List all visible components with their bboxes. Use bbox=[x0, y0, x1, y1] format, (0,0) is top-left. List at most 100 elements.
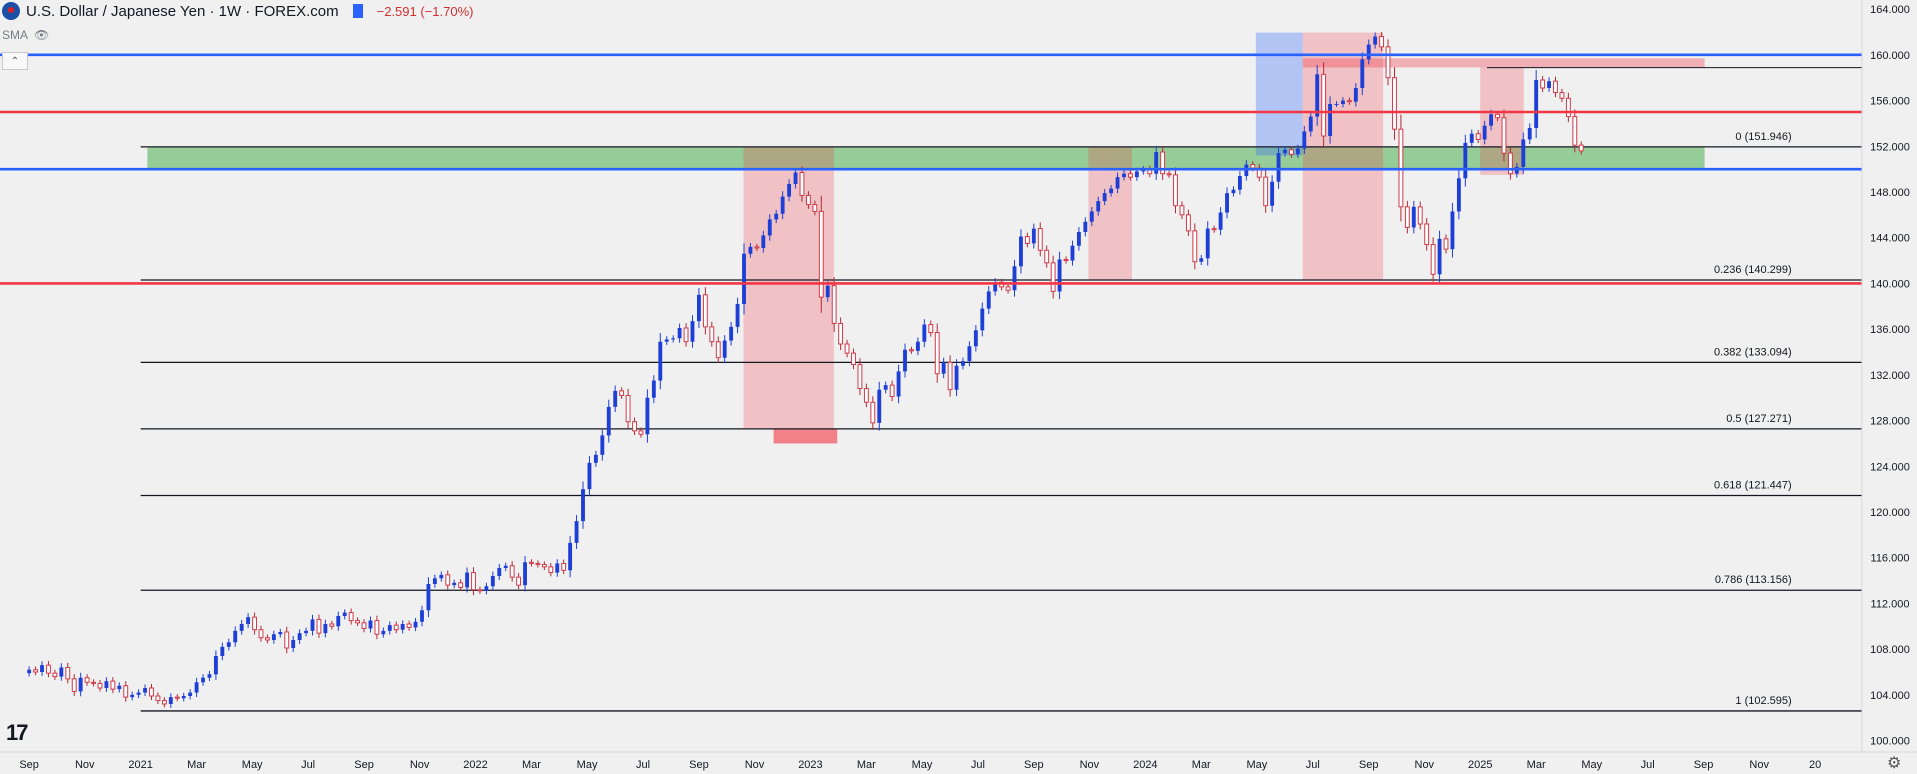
time-tick-label: Sep bbox=[1359, 759, 1379, 771]
candle-down bbox=[252, 616, 257, 631]
candle-down bbox=[934, 332, 940, 375]
collapse-legend-button[interactable]: ⌃ bbox=[2, 52, 28, 70]
pullback-zone[interactable] bbox=[1302, 32, 1384, 281]
candle-down bbox=[889, 384, 895, 398]
price-tick-label: 144.000 bbox=[1870, 233, 1910, 245]
candle-down bbox=[818, 210, 824, 298]
candle-down bbox=[1501, 117, 1507, 154]
candle-down bbox=[928, 324, 934, 334]
candle-down bbox=[1192, 230, 1198, 263]
candle-down bbox=[799, 172, 805, 196]
candle-down bbox=[638, 430, 644, 435]
support-resistance-zone[interactable] bbox=[147, 146, 1705, 170]
rally-zone[interactable] bbox=[1255, 32, 1303, 156]
candle-down bbox=[1559, 92, 1565, 99]
price-tick-label: 160.000 bbox=[1870, 50, 1910, 62]
candle-down bbox=[754, 246, 760, 249]
low-marker[interactable] bbox=[773, 428, 838, 444]
candle-up bbox=[188, 692, 193, 696]
candle-down bbox=[1417, 206, 1423, 225]
candle-up bbox=[291, 640, 296, 648]
candle-down bbox=[406, 623, 412, 628]
candle-down bbox=[1572, 116, 1578, 146]
time-axis[interactable]: Sep Nov 2021 Mar May Jul Sep Nov 2022 Mar May Jul Se… bbox=[0, 751, 1917, 771]
price-tick-label: 120.000 bbox=[1870, 507, 1910, 519]
candle-down bbox=[561, 562, 567, 571]
candle-down bbox=[1379, 36, 1385, 48]
candle-down bbox=[445, 574, 451, 586]
candle-down bbox=[1063, 258, 1069, 262]
candle-up bbox=[761, 235, 766, 248]
candle-up bbox=[600, 435, 605, 455]
symbol-title[interactable]: U.S. Dollar / Japanese Yen · 1W · FOREX.… bbox=[26, 2, 339, 20]
candle-up bbox=[323, 624, 328, 634]
price-change: −2.591 (−1.70%) bbox=[376, 3, 474, 19]
time-tick-label: May bbox=[1246, 759, 1267, 771]
candle-up bbox=[1019, 236, 1023, 267]
candle-down bbox=[702, 294, 708, 328]
candle-down bbox=[548, 566, 554, 574]
candle-up bbox=[413, 621, 418, 628]
candle-down bbox=[110, 680, 116, 690]
candle-up bbox=[278, 632, 283, 635]
fib-level-label: 0.5 (127.271) bbox=[1726, 413, 1791, 425]
candle-down bbox=[1173, 174, 1178, 207]
candle-up bbox=[432, 578, 437, 584]
eye-hidden-icon[interactable]: 👁 bbox=[34, 28, 50, 42]
candle-up bbox=[1315, 74, 1320, 117]
candle-down bbox=[1495, 113, 1500, 119]
time-tick-label: 20 bbox=[1809, 759, 1821, 771]
candle-up bbox=[497, 568, 502, 576]
candle-down bbox=[84, 677, 90, 683]
candle-up bbox=[1070, 245, 1075, 261]
candle-up bbox=[1218, 212, 1223, 230]
candle-down bbox=[174, 696, 180, 699]
time-tick-label: Mar bbox=[187, 759, 206, 771]
candle-up bbox=[465, 572, 470, 588]
bookmark-flag-icon[interactable] bbox=[352, 4, 363, 18]
candle-up bbox=[342, 612, 347, 616]
candle-down bbox=[947, 361, 953, 391]
candle-down bbox=[709, 326, 715, 343]
candle-up bbox=[1547, 81, 1551, 88]
sma-label: SMA bbox=[2, 28, 29, 42]
candle-down bbox=[619, 390, 625, 396]
time-tick-label: Jul bbox=[971, 759, 985, 771]
settings-gear-icon[interactable]: ⚙ bbox=[1887, 755, 1902, 772]
zones bbox=[147, 32, 1705, 444]
time-tick-label: Nov bbox=[1415, 759, 1435, 771]
time-tick-label: Sep bbox=[19, 759, 39, 771]
candle-down bbox=[316, 618, 322, 634]
tradingview-logo-icon[interactable]: 17 bbox=[6, 720, 29, 745]
price-axis[interactable]: 100.000 104.000 108.000 112.000 116.000 120.0… bbox=[1861, 0, 1917, 774]
candle-down bbox=[509, 565, 515, 578]
candle-down bbox=[529, 561, 534, 564]
resistance-band[interactable] bbox=[1302, 58, 1705, 68]
candle-up bbox=[194, 682, 199, 693]
candle-down bbox=[149, 687, 154, 697]
candle-down bbox=[1424, 223, 1430, 246]
candle-down bbox=[471, 572, 476, 591]
candle-up bbox=[671, 338, 676, 340]
candle-up bbox=[1328, 104, 1333, 136]
candle-up bbox=[1283, 149, 1287, 154]
candle-up bbox=[658, 341, 663, 381]
candle-up bbox=[1302, 131, 1307, 149]
candle-down bbox=[1430, 244, 1436, 275]
candle-down bbox=[516, 576, 522, 586]
candle-down bbox=[1044, 249, 1050, 264]
price-tick-label: 104.000 bbox=[1870, 690, 1910, 702]
indicator-legend[interactable]: SMA 👁 bbox=[2, 28, 49, 42]
candle-down bbox=[123, 685, 129, 698]
pullback-zone[interactable] bbox=[1088, 146, 1132, 280]
candle-down bbox=[1385, 46, 1391, 79]
candle-up bbox=[213, 656, 218, 675]
time-tick-label: Mar bbox=[857, 759, 876, 771]
candle-up bbox=[581, 489, 585, 522]
candle-down bbox=[284, 631, 290, 649]
fib-retracement[interactable]: 0 (151.946) 0.236 (140.299) 0.382 (133.094… bbox=[140, 131, 1862, 712]
candle-down bbox=[1565, 97, 1571, 118]
candle-down bbox=[1250, 164, 1256, 169]
